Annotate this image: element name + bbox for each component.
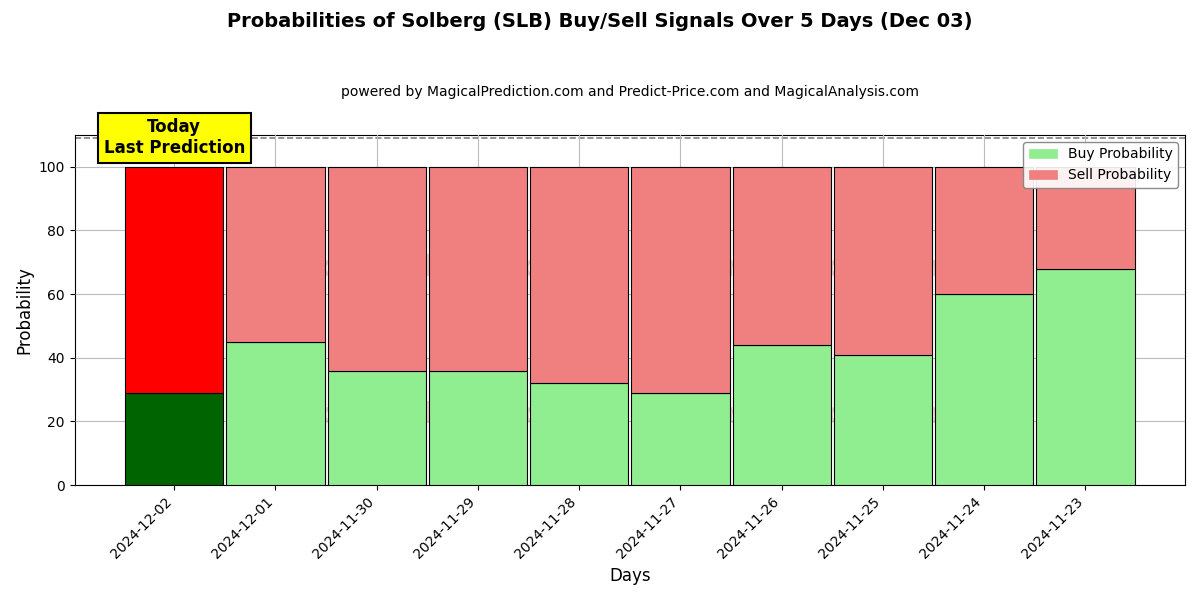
Bar: [530, 383, 629, 485]
Bar: [428, 371, 527, 485]
X-axis label: Days: Days: [610, 567, 650, 585]
Bar: [1037, 167, 1134, 269]
Bar: [834, 355, 932, 485]
Text: MagicalPrediction.com: MagicalPrediction.com: [584, 254, 941, 282]
Title: powered by MagicalPrediction.com and Predict-Price.com and MagicalAnalysis.com: powered by MagicalPrediction.com and Pre…: [341, 85, 919, 99]
Bar: [1037, 269, 1134, 485]
Bar: [328, 371, 426, 485]
Bar: [227, 167, 324, 342]
Bar: [732, 345, 830, 485]
Y-axis label: Probability: Probability: [16, 266, 34, 354]
Bar: [125, 167, 223, 393]
Bar: [631, 167, 730, 393]
Bar: [125, 393, 223, 485]
Legend: Buy Probability, Sell Probability: Buy Probability, Sell Probability: [1024, 142, 1178, 188]
Bar: [834, 167, 932, 355]
Bar: [732, 167, 830, 345]
Text: MagicalAnalysis.com: MagicalAnalysis.com: [245, 401, 571, 429]
Bar: [935, 294, 1033, 485]
Text: Today
Last Prediction: Today Last Prediction: [103, 118, 245, 157]
Bar: [530, 167, 629, 383]
Text: Probabilities of Solberg (SLB) Buy/Sell Signals Over 5 Days (Dec 03): Probabilities of Solberg (SLB) Buy/Sell …: [227, 12, 973, 31]
Bar: [227, 342, 324, 485]
Bar: [428, 167, 527, 371]
Bar: [631, 393, 730, 485]
Text: MagicalAnalysis.com: MagicalAnalysis.com: [245, 254, 571, 282]
Bar: [328, 167, 426, 371]
Text: MagicalPrediction.com: MagicalPrediction.com: [584, 401, 941, 429]
Bar: [935, 167, 1033, 294]
